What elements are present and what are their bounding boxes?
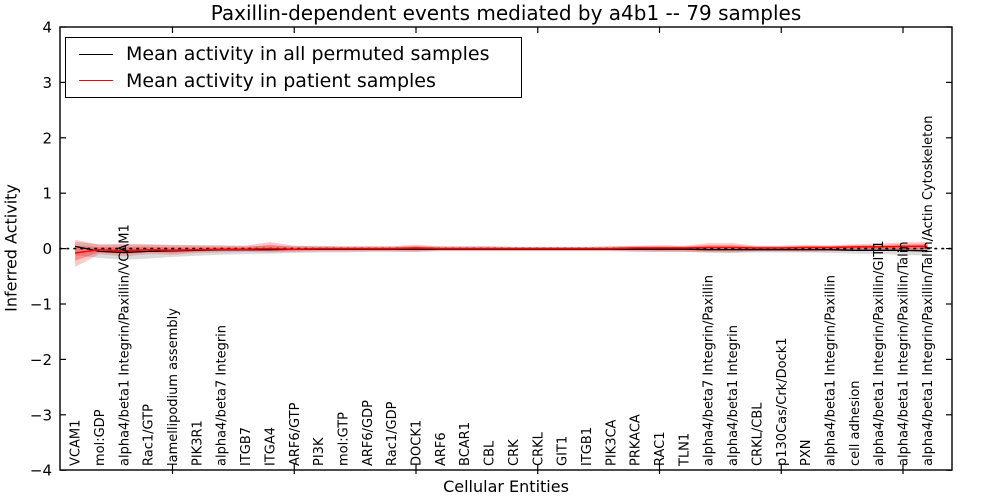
y-tick-label: 4 <box>42 19 52 37</box>
y-tick-label: −3 <box>30 406 52 424</box>
x-tick-label: TLN1 <box>677 433 692 467</box>
permuted-confidence-band <box>75 242 928 260</box>
x-tick-label: ITGA4 <box>263 427 278 466</box>
x-tick-label: CRK <box>507 439 522 466</box>
x-tick-label: CBL <box>483 440 498 466</box>
x-tick-label: Rac1/GDP <box>385 401 400 466</box>
x-tick-label: ARF6/GTP <box>288 402 303 466</box>
x-tick-label: cell adhesion <box>848 380 863 466</box>
patient-line-swatch-icon <box>79 80 113 82</box>
x-tick-label: PXN <box>799 440 814 466</box>
x-tick-label: Rac1/GTP <box>142 404 157 466</box>
x-tick-label: PIK3CA <box>604 419 619 466</box>
x-tick-label: ITGB7 <box>239 427 254 466</box>
x-tick-label: CRKL/CBL <box>750 402 765 466</box>
legend-entry-patient: Mean activity in patient samples <box>66 70 521 92</box>
y-tick-label: 0 <box>42 240 52 258</box>
legend-label-permuted: Mean activity in all permuted samples <box>126 43 490 66</box>
x-tick-label: PRKACA <box>629 414 644 466</box>
x-tick-label: alpha4/beta1 Integrin/Paxillin <box>823 275 838 466</box>
x-axis-title: Cellular Entities <box>443 477 569 496</box>
permuted-line-swatch-icon <box>79 53 113 55</box>
x-tick-label: RAC1 <box>653 431 668 466</box>
x-tick-label: alpha4/beta7 Integrin <box>215 325 230 466</box>
patient-confidence-band-outer <box>75 239 928 267</box>
x-tick-label: alpha4/beta1 Integrin/Paxillin/VCAM1 <box>117 224 132 466</box>
x-tick-label: alpha4/beta1 Integrin/Paxillin/GIT1 <box>872 240 887 466</box>
x-tick-label: alpha4/beta1 Integrin/Paxillin/Talin <box>897 241 912 466</box>
x-tick-label: ITGB1 <box>580 427 595 466</box>
x-tick-label: p130Cas/Crk/Dock1 <box>775 337 790 466</box>
y-tick-label: 2 <box>42 129 52 147</box>
x-tick-label: mol:GDP <box>93 409 108 466</box>
x-tick-label: PI3K <box>312 437 327 466</box>
x-tick-label: alpha4/beta7 Integrin/Paxillin <box>702 275 717 466</box>
x-tick-label: alpha4/beta1 Integrin <box>726 325 741 466</box>
y-tick-label: −4 <box>30 462 52 480</box>
x-tick-label: DOCK1 <box>410 420 425 466</box>
x-tick-label: CRKL <box>531 431 546 466</box>
x-tick-label: alpha4/beta1 Integrin/Paxillin/Talin/Act… <box>921 116 936 466</box>
y-tick-label: 1 <box>42 185 52 203</box>
y-tick-label: 3 <box>42 74 52 92</box>
legend-entry-permuted: Mean activity in all permuted samples <box>66 43 521 65</box>
y-axis-title: Inferred Activity <box>1 184 21 312</box>
legend: Mean activity in all permuted samples Me… <box>65 37 522 98</box>
x-tick-label: ARF6/GDP <box>361 400 376 466</box>
chart-title: Paxillin-dependent events mediated by a4… <box>210 1 802 25</box>
x-tick-label: BCAR1 <box>458 422 473 466</box>
y-tick-label: −1 <box>30 296 52 314</box>
x-tick-label: VCAM1 <box>69 420 84 466</box>
x-tick-label: mol:GTP <box>336 412 351 466</box>
legend-label-patient: Mean activity in patient samples <box>126 69 436 92</box>
patient-mean-line <box>74 245 928 254</box>
y-tick-label: −2 <box>30 351 52 369</box>
x-tick-label: GIT1 <box>556 436 571 466</box>
x-tick-label: PIK3R1 <box>190 420 205 466</box>
x-tick-label: lamellipodium assembly <box>166 308 181 466</box>
x-tick-label: ARF6 <box>434 432 449 466</box>
